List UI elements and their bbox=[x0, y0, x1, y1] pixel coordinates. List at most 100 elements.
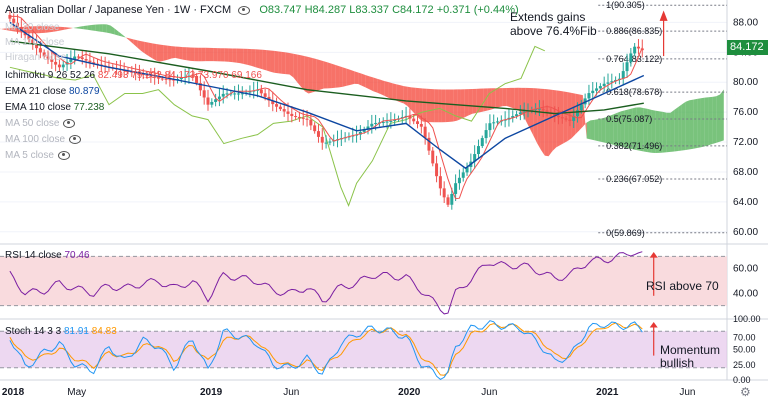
ichimoku-cloud-segment bbox=[445, 89, 450, 123]
ichimoku-cloud-segment bbox=[198, 47, 202, 62]
ichimoku-cloud-segment bbox=[647, 108, 652, 153]
candle-body bbox=[488, 123, 492, 131]
candle-body bbox=[267, 96, 271, 101]
ichimoku-cloud-segment bbox=[297, 54, 301, 87]
annotation-rsi: RSI above 70 bbox=[646, 279, 719, 293]
legend-ma5[interactable]: MA 5 close bbox=[5, 150, 70, 162]
candle-body bbox=[530, 109, 534, 111]
time-axis-label: Jun bbox=[283, 387, 299, 398]
price-axis-label: 80.00 bbox=[733, 77, 758, 88]
legend-ma50[interactable]: MA 50 close bbox=[5, 118, 76, 130]
ichimoku-cloud-segment bbox=[129, 38, 134, 44]
ichimoku-cloud-segment bbox=[179, 46, 183, 60]
ichimoku-cloud-segment bbox=[514, 87, 519, 111]
candle-body bbox=[61, 64, 65, 68]
candle-body bbox=[191, 75, 195, 77]
candle-body bbox=[484, 130, 488, 139]
ichimoku-cloud-segment bbox=[255, 49, 260, 69]
chikou-span bbox=[9, 45, 546, 207]
candle-body bbox=[46, 56, 50, 60]
time-axis-label: Jun bbox=[679, 387, 695, 398]
candle-body bbox=[511, 116, 515, 118]
symbol-title[interactable]: Australian Dollar / Japanese Yen · 1W · … bbox=[5, 4, 232, 16]
candle-body bbox=[290, 113, 294, 117]
rsi-legend[interactable]: RSI 14 close 70.46 bbox=[5, 250, 90, 261]
candle-body bbox=[446, 197, 450, 205]
ichimoku-cloud-segment bbox=[175, 46, 180, 59]
candle-body bbox=[141, 74, 145, 76]
settings-gear-icon[interactable]: ⚙ bbox=[740, 385, 751, 399]
fib-label: 0.886(86.835) bbox=[606, 26, 662, 36]
legend-ema21[interactable]: EMA 21 close 80.879 bbox=[5, 86, 100, 97]
hidden-eye-icon[interactable] bbox=[57, 150, 70, 160]
hidden-eye-icon[interactable] bbox=[63, 118, 76, 128]
candle-body bbox=[534, 109, 538, 111]
ichimoku-cloud-segment bbox=[392, 83, 397, 101]
ichimoku-cloud-segment bbox=[220, 48, 225, 62]
candle-body bbox=[408, 115, 412, 119]
ichimoku-cloud-segment bbox=[582, 95, 587, 139]
candle-body bbox=[412, 118, 416, 122]
ichimoku-cloud-segment bbox=[118, 31, 122, 37]
fib-label: 0.236(67.052) bbox=[606, 174, 662, 184]
legend-ichimoku[interactable]: Ichimoku 9 26 52 26 82.493 79.292 84.173… bbox=[5, 70, 262, 81]
rsi-axis-label: 60.00 bbox=[733, 264, 758, 275]
time-axis-label: Jun bbox=[481, 387, 497, 398]
ichimoku-cloud-segment bbox=[45, 26, 50, 33]
ichimoku-cloud-segment bbox=[331, 63, 336, 89]
ichimoku-cloud-segment bbox=[708, 96, 713, 146]
ichimoku-cloud-segment bbox=[106, 24, 111, 34]
ichimoku-cloud-segment bbox=[300, 55, 305, 92]
ichimoku-cloud-segment bbox=[662, 111, 667, 153]
ichimoku-cloud-segment bbox=[495, 88, 500, 109]
ichimoku-cloud-segment bbox=[114, 28, 119, 36]
time-axis-label: May bbox=[67, 387, 86, 398]
hidden-eye-icon[interactable] bbox=[69, 134, 82, 144]
time-axis-label: 2021 bbox=[596, 387, 619, 398]
candle-body bbox=[16, 22, 20, 27]
ichimoku-cloud-segment bbox=[681, 101, 686, 151]
candle-body bbox=[568, 119, 572, 121]
ichimoku-cloud-segment bbox=[697, 98, 701, 148]
ichimoku-cloud-segment bbox=[3, 28, 8, 31]
candle-body bbox=[625, 62, 629, 72]
ichimoku-cloud-segment bbox=[304, 56, 309, 94]
ichimoku-cloud-segment bbox=[312, 57, 317, 93]
candle-body bbox=[633, 46, 637, 54]
price-axis-label: 68.00 bbox=[733, 167, 758, 178]
candle-body bbox=[84, 59, 88, 61]
ichimoku-cloud-segment bbox=[685, 100, 690, 150]
fib-label: 0(59.869) bbox=[606, 228, 645, 238]
ichimoku-cloud-segment bbox=[262, 49, 267, 71]
candle-body bbox=[164, 78, 168, 80]
candle-body bbox=[282, 109, 286, 112]
candle-body bbox=[480, 138, 484, 147]
candle-body bbox=[598, 86, 602, 89]
annotation-extends-gains: Extends gains above 76.4%Fib bbox=[510, 10, 597, 38]
candle-body bbox=[172, 79, 176, 81]
stoch-axis-label: 70.00 bbox=[733, 332, 756, 342]
ichimoku-cloud-segment bbox=[426, 88, 431, 123]
rsi-band bbox=[0, 256, 727, 306]
ichimoku-cloud-segment bbox=[201, 47, 206, 62]
candle-body bbox=[286, 111, 290, 114]
visibility-eye-icon[interactable] bbox=[238, 5, 251, 15]
ichimoku-cloud-segment bbox=[678, 104, 682, 152]
legend-ma100[interactable]: MA 100 close bbox=[5, 134, 82, 146]
candle-body bbox=[640, 48, 644, 51]
ichimoku-cloud-segment bbox=[388, 82, 393, 100]
stoch-legend[interactable]: Stoch 14 3 3 81.91 84.83 bbox=[5, 326, 117, 337]
annotation-arrowhead bbox=[659, 10, 668, 21]
candle-body bbox=[515, 114, 519, 117]
legend-ema110[interactable]: EMA 110 close 77.238 bbox=[5, 102, 105, 113]
ichimoku-cloud-segment bbox=[79, 26, 84, 30]
candle-body bbox=[358, 131, 362, 135]
ichimoku-cloud-segment bbox=[464, 89, 469, 118]
candle-body bbox=[88, 60, 92, 63]
ichimoku-cloud-segment bbox=[533, 88, 538, 144]
legend-ghost-1: MA 20 close bbox=[5, 22, 60, 33]
price-axis-label: 72.00 bbox=[733, 137, 758, 148]
ichimoku-cloud-segment bbox=[68, 27, 73, 29]
ichimoku-cloud-segment bbox=[384, 81, 389, 98]
